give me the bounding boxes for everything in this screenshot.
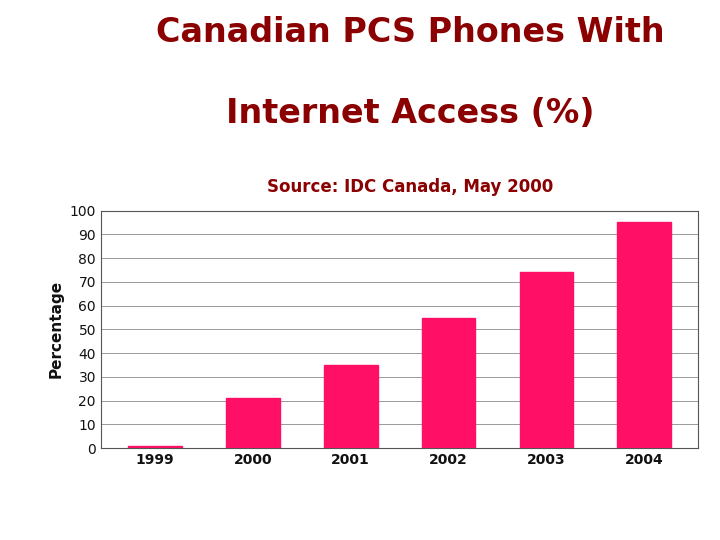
Bar [617, 222, 671, 448]
Bar [520, 272, 573, 448]
Text: Source: IDC Canada, May 2000: Source: IDC Canada, May 2000 [267, 178, 554, 196]
Bar [422, 318, 475, 448]
Bar [324, 365, 377, 448]
Text: Canadian PCS Phones With: Canadian PCS Phones With [156, 16, 665, 49]
Bar [226, 399, 279, 448]
Y-axis label: Percentage: Percentage [49, 280, 64, 379]
Text: Internet Access (%): Internet Access (%) [226, 97, 595, 130]
Bar [128, 446, 182, 448]
